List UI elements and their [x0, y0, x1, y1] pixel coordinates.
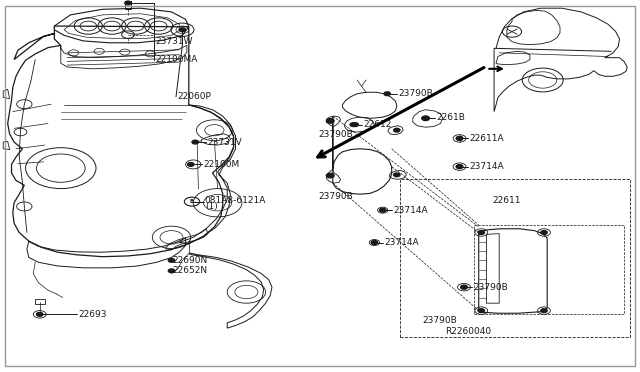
Text: 22611: 22611 — [493, 196, 522, 205]
Circle shape — [461, 285, 467, 289]
Text: 23790B: 23790B — [319, 192, 353, 201]
Text: 2261B: 2261B — [436, 113, 465, 122]
Circle shape — [188, 163, 194, 166]
Text: 22652N: 22652N — [173, 266, 208, 275]
Text: 23714A: 23714A — [384, 238, 419, 247]
Circle shape — [384, 92, 390, 96]
Bar — [400, 179, 630, 337]
Circle shape — [394, 128, 400, 132]
Circle shape — [168, 269, 175, 273]
Circle shape — [326, 119, 334, 123]
Text: 22690N: 22690N — [173, 256, 208, 265]
Bar — [474, 225, 624, 314]
Circle shape — [36, 312, 43, 316]
Text: 22060P: 22060P — [177, 92, 211, 101]
Circle shape — [541, 231, 547, 234]
Text: 081A8-6121A: 081A8-6121A — [205, 196, 266, 205]
Circle shape — [478, 231, 484, 234]
Text: 23731W: 23731W — [155, 37, 193, 46]
Circle shape — [380, 208, 386, 212]
Text: 23790B: 23790B — [422, 316, 457, 325]
Text: 22612: 22612 — [363, 120, 391, 129]
Text: 22100MA: 22100MA — [155, 55, 197, 64]
Circle shape — [372, 241, 377, 244]
Text: (1): (1) — [205, 202, 218, 211]
Circle shape — [350, 123, 356, 126]
Text: 22611A: 22611A — [470, 134, 504, 143]
Text: 23790B: 23790B — [319, 130, 353, 139]
Text: 22693: 22693 — [78, 310, 107, 319]
Circle shape — [352, 123, 358, 126]
Text: 23790B: 23790B — [474, 283, 508, 292]
Circle shape — [456, 137, 463, 140]
Circle shape — [168, 259, 175, 262]
Circle shape — [456, 165, 463, 169]
Circle shape — [541, 309, 547, 312]
Text: R2260040: R2260040 — [445, 327, 491, 336]
Circle shape — [456, 137, 463, 140]
Circle shape — [422, 116, 429, 121]
Text: 22100M: 22100M — [204, 160, 240, 169]
Text: 23714A: 23714A — [393, 206, 428, 215]
Circle shape — [394, 173, 400, 177]
Circle shape — [36, 312, 43, 316]
Circle shape — [371, 241, 378, 244]
Circle shape — [478, 309, 484, 312]
Circle shape — [192, 140, 198, 144]
Text: 23790B: 23790B — [398, 89, 433, 98]
Text: 23731V: 23731V — [207, 138, 242, 147]
Circle shape — [125, 1, 131, 5]
Text: B: B — [190, 199, 194, 204]
Circle shape — [179, 28, 186, 32]
Text: 23714A: 23714A — [470, 162, 504, 171]
Circle shape — [326, 173, 334, 178]
Circle shape — [422, 116, 429, 120]
Circle shape — [461, 285, 467, 289]
Circle shape — [456, 165, 463, 169]
Circle shape — [380, 209, 385, 212]
